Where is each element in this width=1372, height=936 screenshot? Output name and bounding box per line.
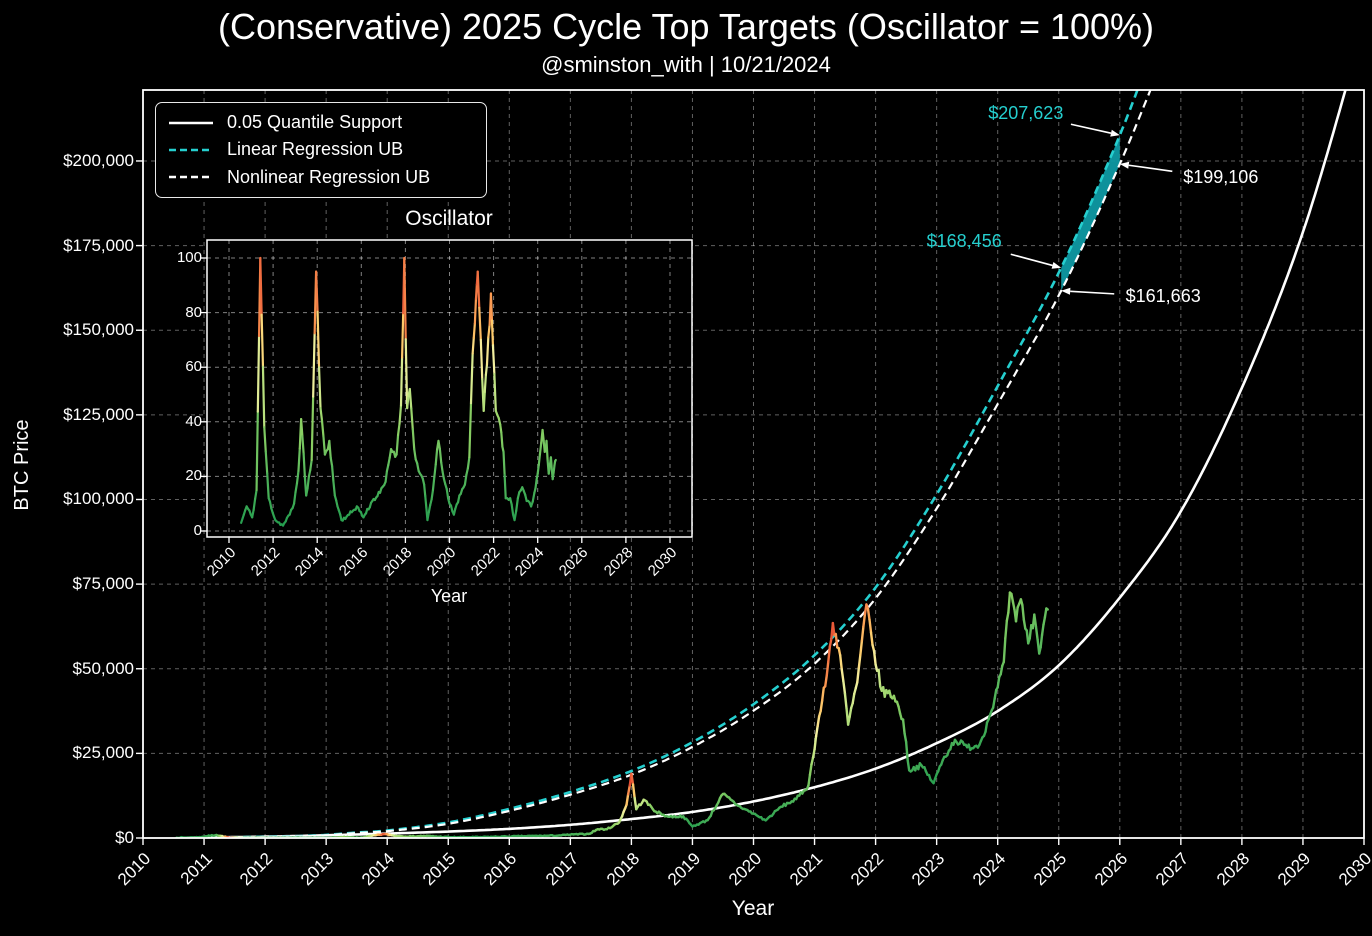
dashed-line-swatch-icon xyxy=(169,148,213,152)
annotation-arrowhead-icon xyxy=(1051,262,1062,269)
annotation-arrow xyxy=(1128,164,1173,173)
oscillator-series xyxy=(240,256,557,527)
legend-item-quantile-support: 0.05 Quantile Support xyxy=(168,112,474,133)
y-axis-label: BTC Price xyxy=(11,419,33,511)
legend-item-label: Nonlinear Regression UB xyxy=(227,166,431,187)
legend-item-linear-regression-ub: Linear Regression UB xyxy=(168,139,474,160)
annotation-arrowhead-icon xyxy=(1061,287,1071,295)
legend-item-label: Linear Regression UB xyxy=(227,139,404,160)
annotation-arrow xyxy=(1070,290,1115,295)
oscillator-x-axis-label: Year xyxy=(430,586,468,606)
annotation-arrow xyxy=(1010,253,1053,267)
btc-price-series xyxy=(175,591,1049,838)
inset-axis-ticks xyxy=(201,257,671,543)
cycle-top-target-band xyxy=(1061,135,1120,291)
annotation-arrowhead-icon xyxy=(1110,129,1120,137)
annotations xyxy=(1010,123,1173,295)
legend-item-label: 0.05 Quantile Support xyxy=(227,112,403,133)
legend-item-nonlinear-regression-ub: Nonlinear Regression UB xyxy=(168,167,474,188)
nonlinear-regression-ub-line xyxy=(204,90,1152,838)
chart-subtitle: @sminston_with | 10/21/2024 xyxy=(541,52,831,77)
annotation-arrowhead-icon xyxy=(1119,161,1130,169)
x-axis-label: Year xyxy=(731,897,775,920)
legend: 0.05 Quantile Support Linear Regression … xyxy=(155,102,487,198)
annotation-arrow xyxy=(1070,123,1112,134)
solid-line-swatch-icon xyxy=(169,121,213,124)
chart-title: (Conservative) 2025 Cycle Top Targets (O… xyxy=(217,6,1155,47)
axis-ticks xyxy=(136,160,1365,845)
oscillator-inset-background xyxy=(207,240,692,537)
oscillator-inset-title: Oscillator xyxy=(405,207,493,230)
dashed-line-swatch-icon xyxy=(169,176,213,179)
